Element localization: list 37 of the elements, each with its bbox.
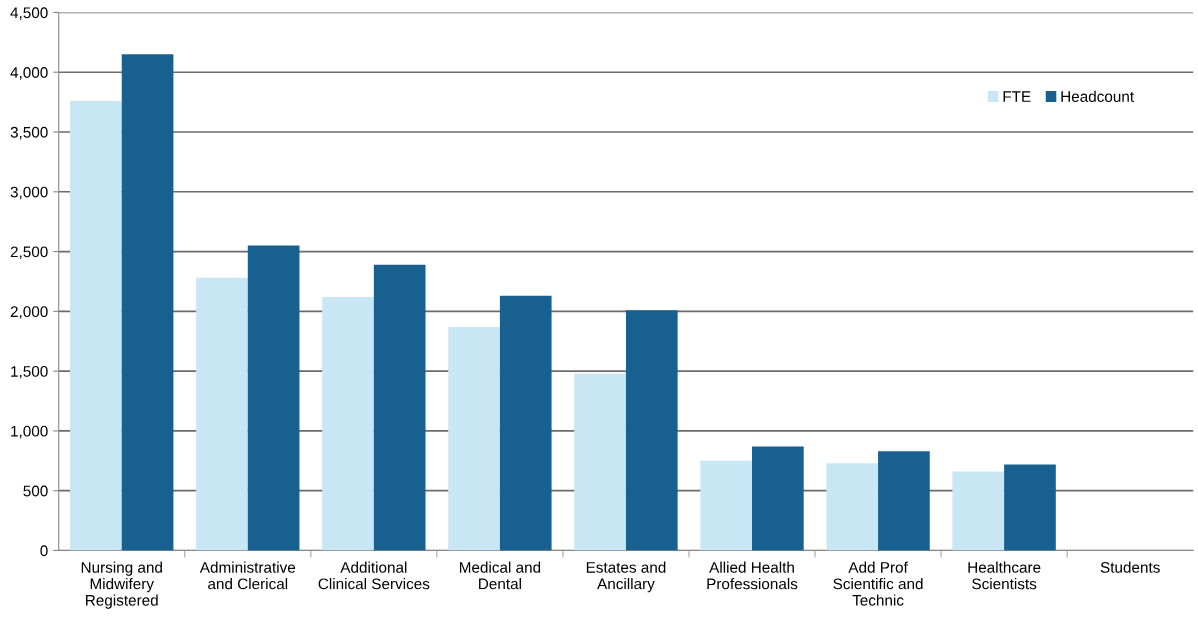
bar [700, 460, 753, 551]
bar [322, 297, 374, 551]
x-tick-label: Healthcare Scientists [968, 561, 1041, 590]
y-tick-label: 0 [40, 545, 48, 557]
bar [625, 310, 678, 551]
x-tick-label: Students [1100, 561, 1160, 573]
y-tick-label: 3,000 [10, 186, 48, 200]
legend-label: Headcount [1061, 90, 1134, 102]
legend-label: FTE [1003, 91, 1031, 102]
x-tick-label: Estates and Ancillary [586, 561, 666, 593]
bar [373, 264, 426, 551]
bar [196, 277, 248, 551]
y-tick-label: 500 [23, 485, 48, 497]
x-tick-label: Medical and Dental [459, 561, 541, 590]
y-tick-label: 4,000 [10, 67, 48, 80]
bar [826, 463, 879, 551]
bar [70, 100, 122, 551]
x-tick-label: Add Prof Scientific and Technic [833, 561, 923, 606]
y-tick-label: 2,500 [10, 246, 48, 260]
y-tick-label: 4,500 [10, 7, 48, 20]
bar [574, 373, 626, 551]
x-tick-label: Allied Health Professionals [707, 561, 798, 590]
x-tick-label: Additional Clinical Services [318, 561, 430, 590]
y-tick-label: 3,500 [10, 126, 48, 140]
bar [1004, 464, 1056, 551]
y-tick-label: 1,000 [11, 425, 48, 439]
bar [952, 471, 1005, 551]
bar [499, 295, 552, 551]
bar [878, 451, 930, 551]
bar [247, 245, 300, 551]
y-tick-label: 1,500 [11, 365, 48, 379]
x-tick-label: Nursing and Midwifery Registered [81, 561, 162, 609]
bar [448, 326, 500, 551]
y-tick-label: 2,000 [10, 306, 48, 319]
bar [752, 446, 804, 551]
bar [121, 54, 174, 551]
x-tick-label: Administrative and Clerical [199, 561, 296, 590]
